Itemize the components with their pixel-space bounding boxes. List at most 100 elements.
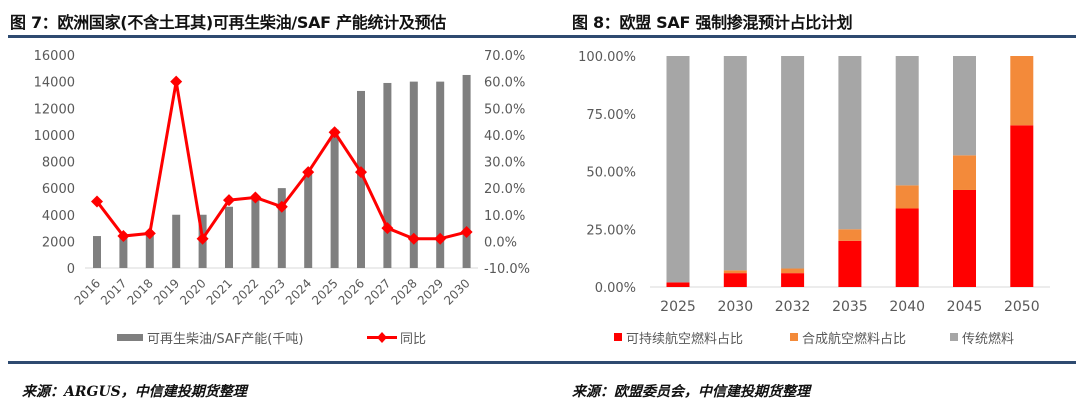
bottom-divider [8,361,1076,364]
legend-swatch [950,333,958,341]
yoy-marker [249,191,262,204]
right-y-tick: 20.0% [484,182,525,197]
synthetic-segment [895,185,919,209]
yoy-marker [223,194,235,207]
legend-swatch [790,333,798,341]
left-y-tick: 6000 [42,182,75,197]
saf-segment [666,282,690,287]
right-x-tick-label: 2025 [660,299,696,315]
yoy-marker [381,222,394,235]
left-y-tick: 2000 [42,235,75,250]
capacity-bar [383,82,392,268]
left-source: 来源：ARGUS，中信建投期货整理 [22,384,247,400]
saf-segment [838,240,862,287]
capacity-bar [436,81,445,268]
capacity-bar [330,129,339,268]
saf-segment [953,189,976,287]
traditional-segment [838,56,862,230]
saf-segment [895,208,919,287]
yoy-marker [117,230,130,243]
yoy-marker [355,166,367,179]
x-tick-label: 2029 [415,276,446,307]
legend-label: 合成航空燃料占比 [802,331,906,347]
legend-line-marker [377,332,387,343]
legend-bar-swatch [117,334,143,341]
x-tick-label: 2026 [336,276,367,307]
right-chart-y-tick: 25.00% [586,223,636,238]
x-tick-label: 2019 [151,276,182,307]
right-y-tick: 50.0% [484,102,525,117]
left-y-tick: 8000 [42,156,75,171]
right-chart-title: 图 8：欧盟 SAF 强制掺混预计占比计划 [572,13,853,32]
yoy-marker [328,126,341,139]
capacity-bar [409,81,418,268]
capacity-bar [277,188,286,268]
capacity-bar [462,74,471,268]
synthetic-segment [781,268,805,274]
left-chart-title: 图 7：欧洲国家(不含土耳其)可再生柴油/SAF 产能统计及预估 [10,13,446,32]
right-y-tick: 70.0% [484,49,525,64]
yoy-marker [196,232,209,245]
right-y-tick: 10.0% [484,209,525,224]
legend-line-label: 同比 [400,332,426,347]
capacity-bar [93,236,101,268]
right-y-tick: 60.0% [484,76,525,91]
traditional-segment [781,56,805,269]
synthetic-segment [953,155,976,190]
left-y-tick: 16000 [34,49,75,64]
x-tick-label: 2027 [362,276,393,307]
x-tick-label: 2017 [98,276,129,307]
x-tick-label: 2018 [124,276,155,307]
legend-bar-label: 可再生柴油/SAF产能(千吨) [147,332,303,347]
traditional-segment [723,56,747,271]
right-chart-y-tick: 100.00% [578,50,636,65]
left-y-tick: 14000 [34,76,75,91]
yoy-marker [407,232,420,245]
capacity-bar [172,214,181,268]
x-tick-label: 2030 [441,276,472,307]
left-y-tick: 0 [67,262,75,277]
legend-label: 传统燃料 [962,331,1014,347]
right-y-tick: 0.0% [484,235,517,250]
saf-segment [723,273,747,287]
x-tick-label: 2016 [72,276,103,307]
yoy-marker [91,195,103,208]
x-tick-label: 2023 [256,276,287,307]
x-tick-label: 2028 [388,276,419,307]
right-x-tick-label: 2035 [832,299,868,315]
yoy-marker [302,166,315,179]
right-x-tick-label: 2050 [1004,299,1040,315]
legend-label: 可持续航空燃料占比 [626,331,743,347]
capacity-bar [251,196,260,268]
right-y-tick: 40.0% [484,129,525,144]
traditional-segment [666,56,690,283]
traditional-segment [953,56,976,156]
synthetic-segment [723,270,747,274]
yoy-marker [434,232,447,245]
x-tick-label: 2025 [309,276,340,307]
right-x-tick-label: 2032 [775,299,811,315]
x-tick-label: 2024 [283,276,314,307]
yoy-marker [460,226,473,239]
synthetic-segment [838,229,862,241]
capacity-bar [304,173,313,268]
left-y-tick: 4000 [42,209,75,224]
yoy-marker [170,75,183,88]
x-tick-label: 2020 [177,276,208,307]
saf-segment [1010,125,1034,287]
right-chart-y-tick: 0.00% [595,281,636,296]
legend-swatch [614,333,622,341]
x-tick-label: 2021 [204,276,235,307]
right-chart-y-tick: 75.00% [586,108,636,123]
capacity-bar [357,90,365,268]
right-source: 来源：欧盟委员会，中信建投期货整理 [572,384,810,400]
capacity-bar [145,234,154,268]
right-x-tick-label: 2045 [947,299,983,315]
saf-segment [781,273,805,287]
right-y-tick: -10.0% [484,262,530,277]
top-divider [8,35,1076,38]
traditional-segment [895,56,919,186]
synthetic-segment [1010,56,1034,126]
right-x-tick-label: 2030 [717,299,753,315]
